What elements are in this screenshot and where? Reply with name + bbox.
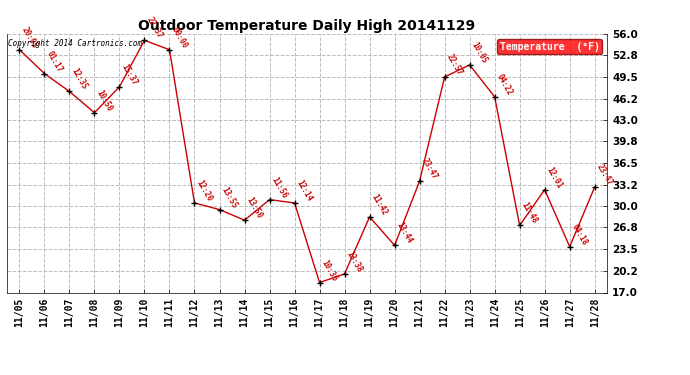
Text: 11:42: 11:42 — [370, 192, 389, 217]
Text: 23:47: 23:47 — [420, 156, 439, 181]
Text: Copyright 2014 Cartronics.com: Copyright 2014 Cartronics.com — [8, 39, 141, 48]
Text: 23:47: 23:47 — [595, 162, 614, 187]
Title: Outdoor Temperature Daily High 20141129: Outdoor Temperature Daily High 20141129 — [139, 19, 475, 33]
Text: 12:01: 12:01 — [544, 165, 564, 190]
Legend: Temperature  (°F): Temperature (°F) — [497, 39, 602, 54]
Text: 11:56: 11:56 — [270, 175, 289, 200]
Text: 04:22: 04:22 — [495, 72, 514, 97]
Text: 15:37: 15:37 — [119, 62, 139, 87]
Text: 20:05: 20:05 — [19, 25, 39, 50]
Text: 10:50: 10:50 — [95, 88, 114, 113]
Text: 13:55: 13:55 — [219, 185, 239, 210]
Text: 00:00: 00:00 — [170, 25, 189, 50]
Text: 13:50: 13:50 — [244, 196, 264, 220]
Text: 10:36: 10:36 — [319, 258, 339, 282]
Text: 13:38: 13:38 — [344, 249, 364, 274]
Text: 22:57: 22:57 — [444, 53, 464, 77]
Text: 04:18: 04:18 — [570, 222, 589, 247]
Text: 12:14: 12:14 — [295, 178, 314, 203]
Text: 11:48: 11:48 — [520, 201, 539, 225]
Text: 01:17: 01:17 — [44, 49, 63, 74]
Text: 12:20: 12:20 — [195, 178, 214, 203]
Text: 13:44: 13:44 — [395, 221, 414, 245]
Text: 12:35: 12:35 — [70, 67, 89, 92]
Text: 10:05: 10:05 — [470, 40, 489, 65]
Text: 22:37: 22:37 — [144, 16, 164, 40]
